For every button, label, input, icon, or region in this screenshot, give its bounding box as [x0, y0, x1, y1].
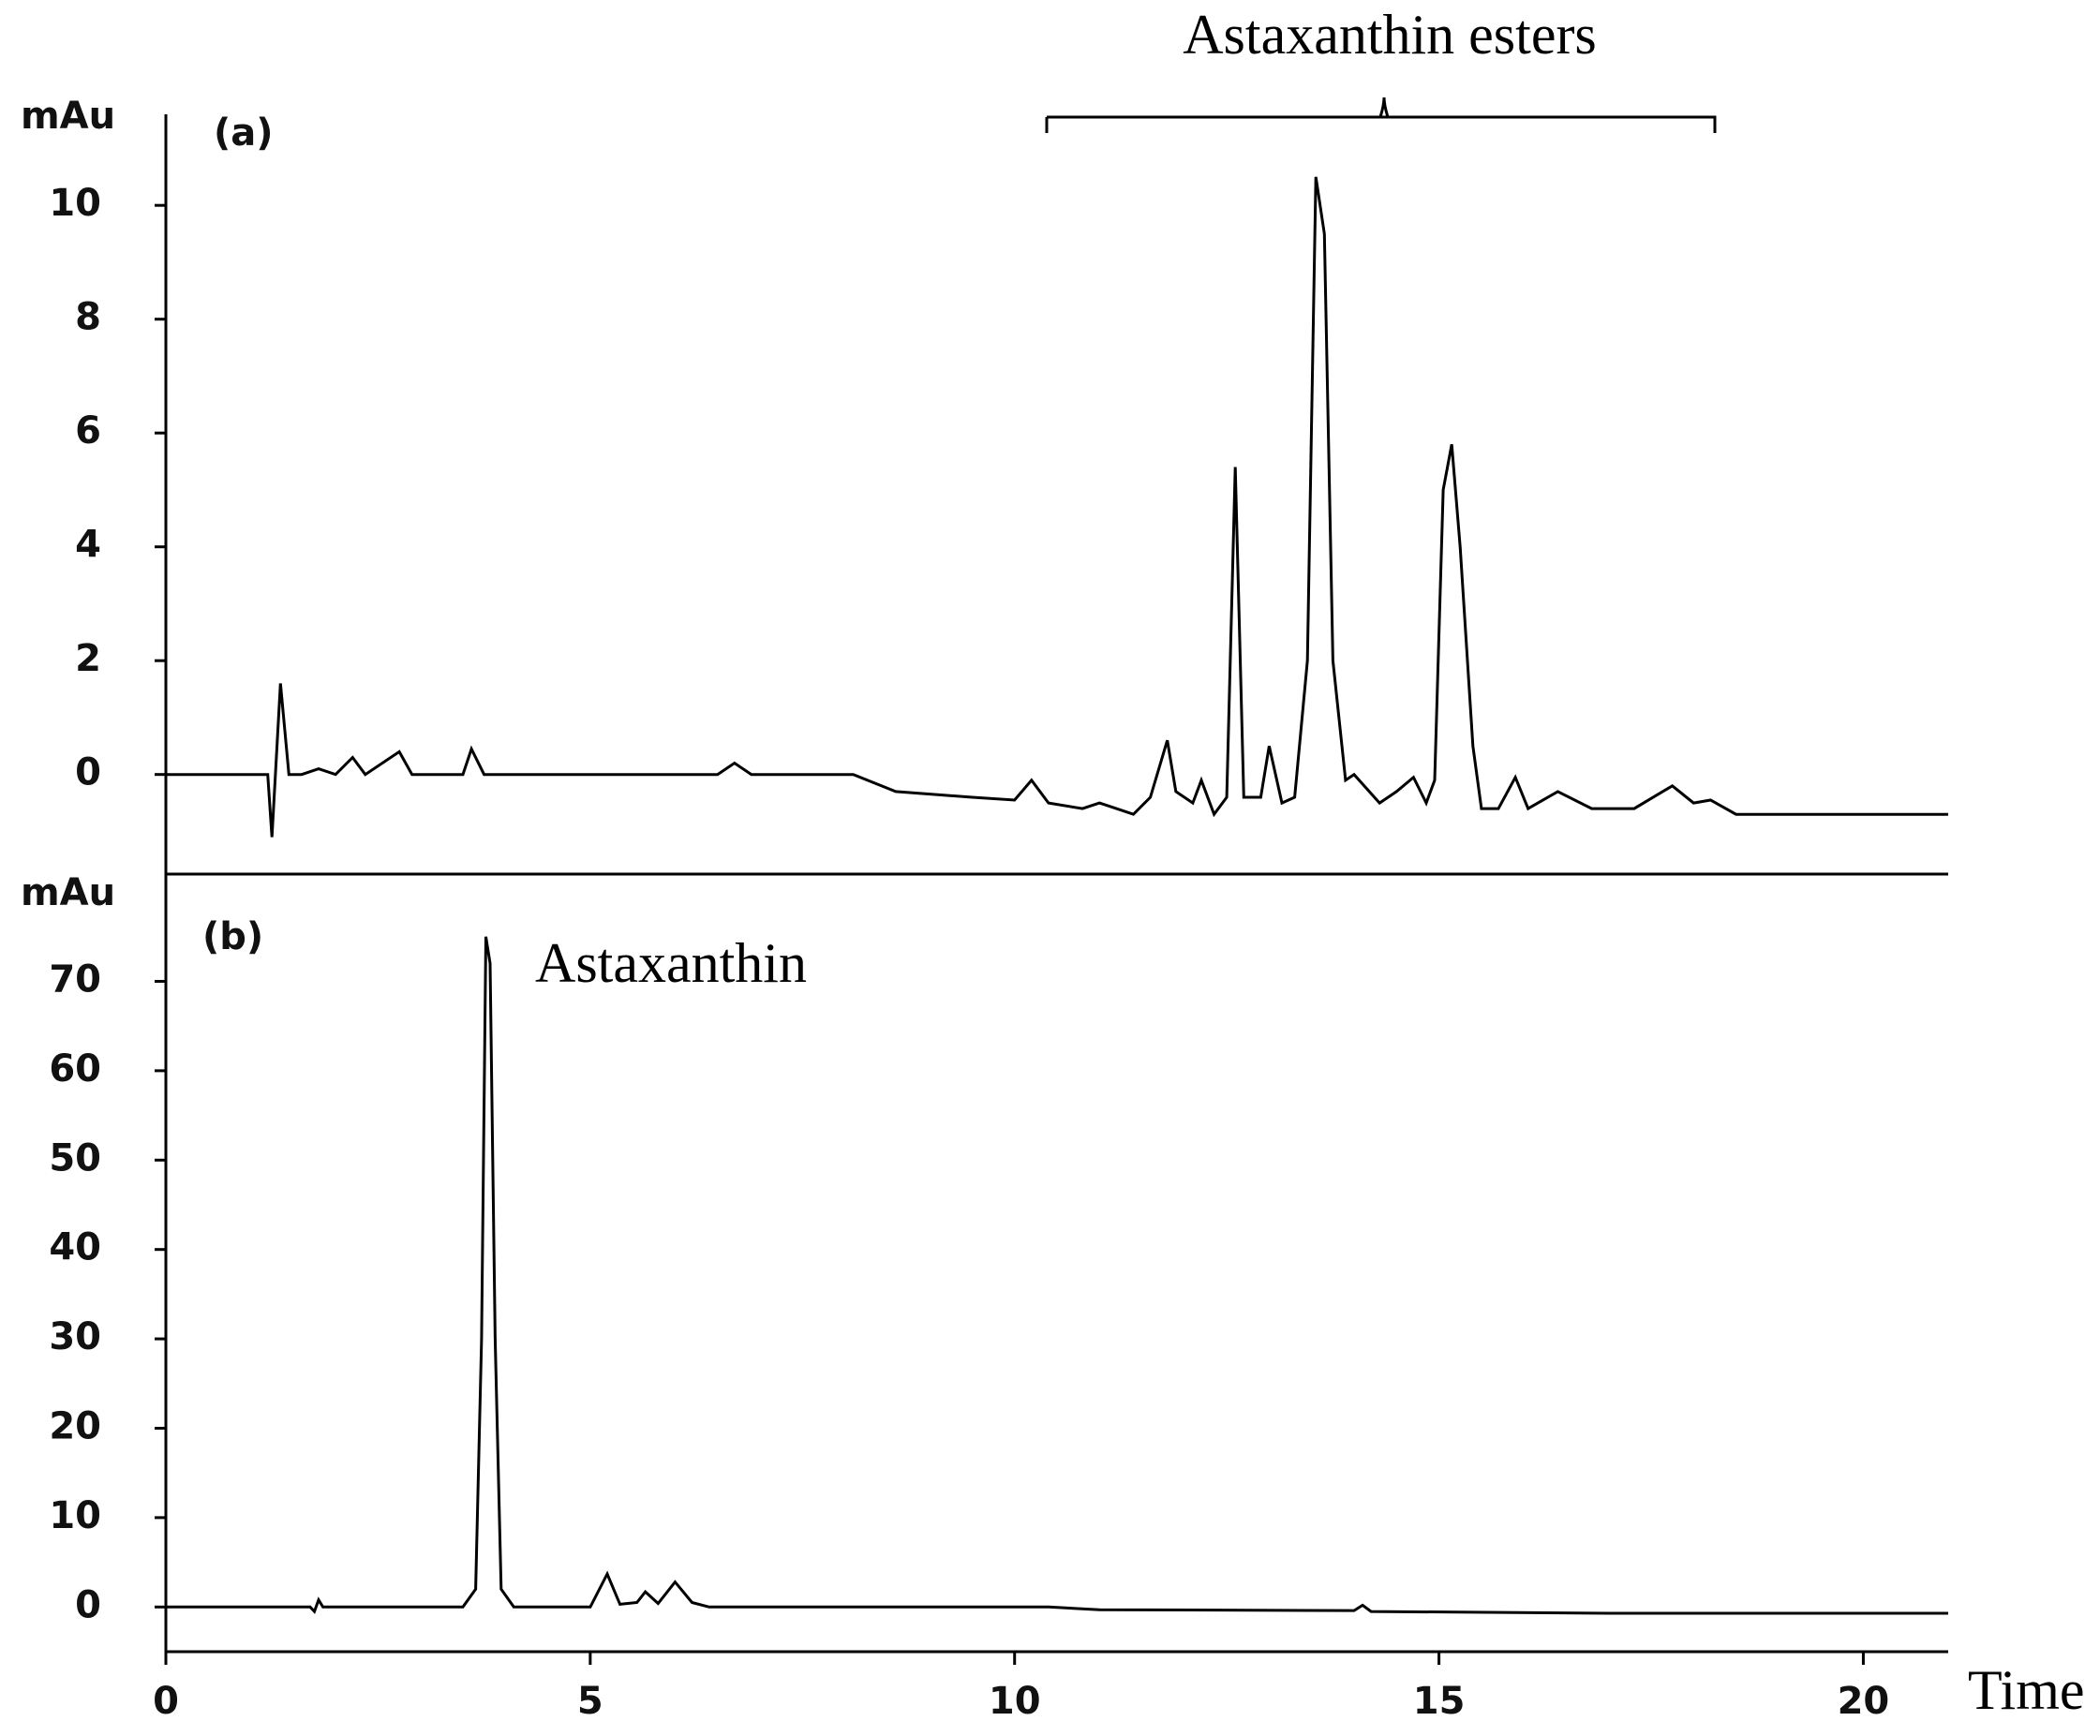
y-tick-label: 6 — [75, 409, 101, 453]
y-tick-label: 70 — [49, 957, 101, 1001]
y-tick-label: 10 — [49, 1494, 101, 1537]
y-tick-label: 30 — [49, 1315, 101, 1358]
y-tick-label: 10 — [49, 182, 101, 225]
y-tick-label: 60 — [49, 1047, 101, 1091]
x-tick-label: 5 — [577, 1680, 603, 1723]
x-tick-label: 0 — [153, 1680, 179, 1723]
annotation: Astaxanthin esters — [1183, 4, 1597, 66]
x-tick-label: 20 — [1838, 1680, 1890, 1723]
y-tick-label: 4 — [75, 524, 101, 567]
panel-label: (a) — [214, 111, 274, 155]
y-tick-label: 40 — [49, 1226, 101, 1269]
y-tick-label: 0 — [75, 751, 101, 794]
y-axis-label: mAu — [21, 95, 115, 138]
panel-label: (b) — [202, 915, 263, 958]
chromatogram-line — [166, 176, 1948, 838]
y-tick-label: 8 — [75, 296, 101, 339]
x-tick-label: 10 — [989, 1680, 1041, 1723]
y-tick-label: 20 — [49, 1404, 101, 1447]
y-tick-label: 2 — [75, 637, 101, 680]
x-axis-label: Time — [1968, 1659, 2085, 1721]
y-axis-label: mAu — [21, 871, 115, 914]
chromatogram-line — [166, 936, 1948, 1615]
x-tick-label: 15 — [1413, 1680, 1466, 1723]
y-tick-label: 50 — [49, 1136, 101, 1180]
annotation: Astaxanthin — [535, 932, 807, 994]
bracket — [1045, 96, 1717, 133]
y-tick-label: 0 — [75, 1583, 101, 1626]
